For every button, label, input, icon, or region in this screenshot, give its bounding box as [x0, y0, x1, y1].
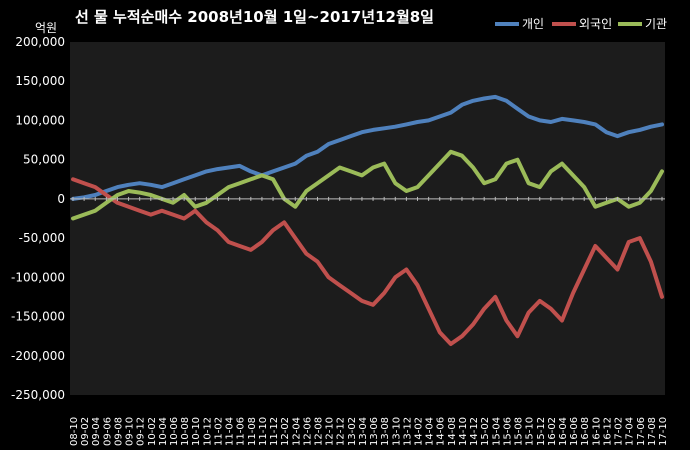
y-tick-label: -100,000 — [11, 270, 65, 284]
x-tick-label: 10-10 — [191, 417, 202, 446]
x-tick-label: 16-10 — [591, 417, 602, 446]
x-tick-label: 15-06 — [502, 417, 513, 446]
legend-label: 기관 — [645, 17, 667, 31]
x-tick-label: 12-04 — [291, 417, 302, 446]
y-tick-label: -150,000 — [11, 310, 65, 324]
x-tick-label: 13-04 — [358, 417, 369, 446]
x-tick-label: 16-12 — [602, 417, 613, 446]
y-tick-label: -50,000 — [19, 231, 65, 245]
x-tick-label: 11-08 — [247, 417, 258, 446]
x-tick-label: 12-02 — [280, 417, 291, 446]
x-axis-tick-labels: 08-10 09-02 09-04 09-06 09-08 09-10 09-12 10-02… — [69, 417, 669, 446]
x-tick-label: 10-06 — [169, 417, 180, 446]
x-tick-label: 09-02 — [80, 417, 91, 446]
x-tick-label: 13-08 — [380, 417, 391, 446]
x-tick-label: 14-06 — [436, 417, 447, 446]
x-tick-label: 12-10 — [325, 417, 336, 446]
x-tick-label: 10-02 — [147, 417, 158, 446]
x-tick-label: 09-04 — [91, 417, 102, 446]
x-tick-label: 09-06 — [102, 417, 113, 446]
x-tick-label: 17-08 — [647, 417, 658, 446]
series-line — [71, 94, 664, 201]
x-tick-label: 09-08 — [113, 417, 124, 446]
x-tick-label: 11-06 — [236, 417, 247, 446]
y-tick-label: -200,000 — [11, 349, 65, 363]
y-axis-tick-labels: 200,000 150,000 100,000 50,000 0 -50,000 -100,… — [11, 35, 65, 402]
x-tick-label: 14-02 — [414, 417, 425, 446]
x-tick-label: 12-12 — [336, 417, 347, 446]
plot-area — [70, 42, 665, 395]
x-tick-label: 13-02 — [347, 417, 358, 446]
x-tick-label: 15-08 — [514, 417, 525, 446]
x-tick-label: 14-10 — [458, 417, 469, 446]
y-tick-label: 0 — [57, 192, 65, 206]
x-tick-label: 17-02 — [614, 417, 625, 446]
x-tick-label: 14-12 — [469, 417, 480, 446]
x-tick-label: 08-10 — [69, 417, 80, 446]
x-tick-label: 15-04 — [491, 417, 502, 446]
series-line — [71, 177, 664, 346]
x-tick-label: 13-12 — [402, 417, 413, 446]
x-tick-label: 09-10 — [125, 417, 136, 446]
y-tick-label: 50,000 — [23, 153, 65, 167]
series-line — [71, 149, 664, 221]
y-tick-label: 100,000 — [15, 113, 65, 127]
x-tick-label: 10-12 — [202, 417, 213, 446]
x-tick-label: 13-06 — [369, 417, 380, 446]
x-tick-label: 11-02 — [213, 417, 224, 446]
x-tick-label: 13-10 — [391, 417, 402, 446]
chart-title: 선 물 누적순매수 2008년10월 1일~2017년12월8일 — [75, 8, 434, 26]
x-tick-label: 15-02 — [480, 417, 491, 446]
x-tick-label: 14-04 — [425, 417, 436, 446]
x-tick-label: 11-10 — [258, 417, 269, 446]
x-tick-label: 12-06 — [302, 417, 313, 446]
y-tick-label: -250,000 — [11, 388, 65, 402]
y-tick-label: 200,000 — [15, 35, 65, 49]
legend-label: 개인 — [522, 17, 544, 31]
x-tick-label: 15-12 — [536, 417, 547, 446]
x-tick-label: 16-08 — [580, 417, 591, 446]
x-tick-label: 17-10 — [658, 417, 669, 446]
series-lines — [71, 94, 664, 346]
x-tick-label: 15-10 — [525, 417, 536, 446]
x-tick-label: 17-04 — [625, 417, 636, 446]
x-tick-label: 09-12 — [136, 417, 147, 446]
x-tick-label: 17-06 — [636, 417, 647, 446]
y-tick-label: 150,000 — [15, 74, 65, 88]
x-tick-label: 11-04 — [225, 417, 236, 446]
legend-label: 외국인 — [579, 17, 612, 31]
x-tick-label: 16-02 — [547, 417, 558, 446]
x-tick-label: 10-04 — [158, 417, 169, 446]
x-tick-label: 16-04 — [558, 417, 569, 446]
x-tick-label: 12-08 — [313, 417, 324, 446]
legend: 개인 외국인 기관 — [495, 17, 667, 31]
x-tick-label: 11-12 — [269, 417, 280, 446]
x-tick-label: 10-08 — [180, 417, 191, 446]
y-axis-unit-label: 억원 — [35, 21, 57, 35]
zero-axis — [70, 196, 665, 201]
x-tick-label: 16-06 — [569, 417, 580, 446]
x-tick-label: 14-08 — [447, 417, 458, 446]
